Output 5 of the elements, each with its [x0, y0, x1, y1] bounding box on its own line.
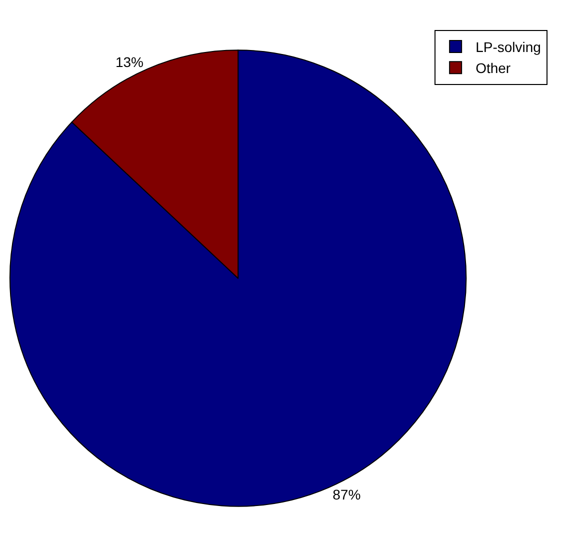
data-label: 87% [332, 486, 361, 502]
data-label: 13% [115, 54, 144, 70]
pie-slice [10, 50, 466, 507]
legend-label: LP-solving [476, 38, 541, 55]
legend-label: Other [476, 60, 511, 76]
